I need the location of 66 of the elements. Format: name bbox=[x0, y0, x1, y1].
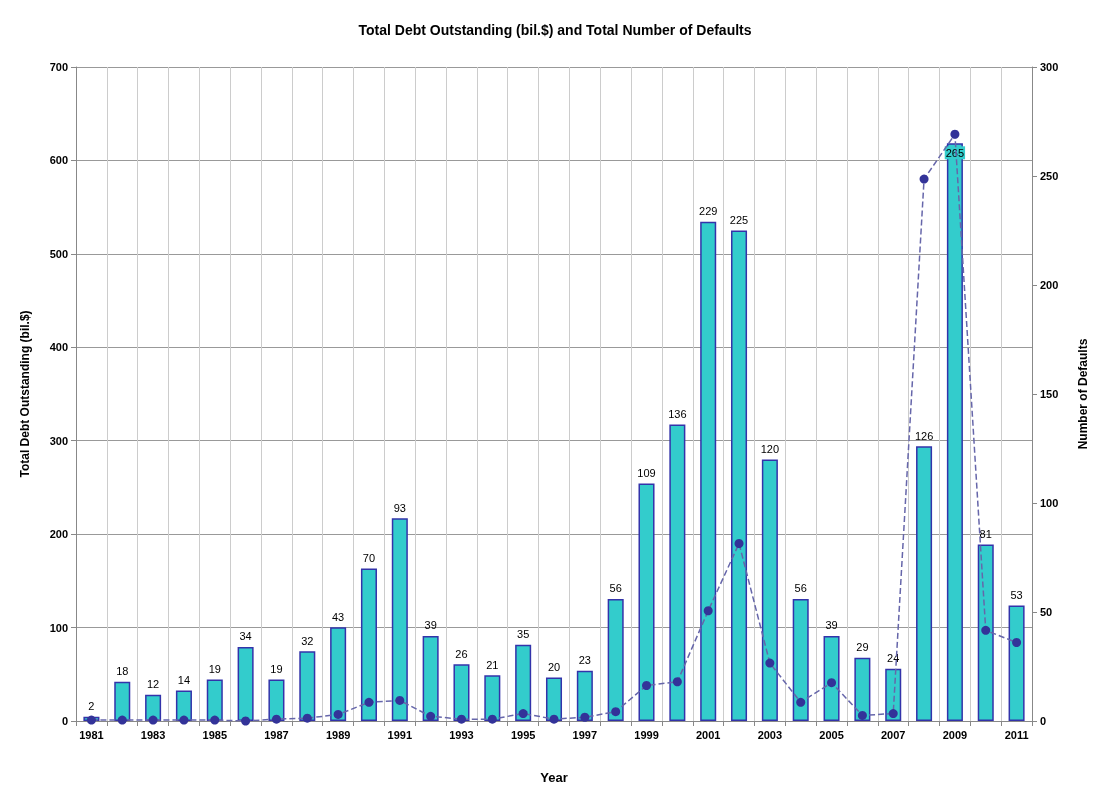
data-label: 19 bbox=[208, 663, 221, 676]
y-tick-label: 0 bbox=[61, 715, 68, 727]
data-label: 70 bbox=[362, 551, 376, 564]
data-label: 136 bbox=[668, 408, 687, 421]
x-tick-label: 1989 bbox=[325, 728, 351, 741]
data-label: 35 bbox=[517, 628, 530, 641]
data-label: 43 bbox=[332, 610, 345, 623]
x-tick-label: 1987 bbox=[264, 728, 289, 741]
data-label: 81 bbox=[979, 527, 992, 540]
x-tick-label: 2001 bbox=[695, 728, 721, 741]
data-label: 126 bbox=[914, 429, 934, 442]
data-label: 56 bbox=[794, 582, 807, 595]
x-tick-label: 1983 bbox=[140, 728, 166, 741]
data-label: 23 bbox=[578, 654, 591, 667]
chart-title: Total Debt Outstanding (bil.$) and Total Number of Defaults bbox=[358, 22, 752, 38]
y2-tick-label: 250 bbox=[1040, 170, 1059, 182]
y-tick-label: 600 bbox=[49, 154, 68, 167]
data-label: 229 bbox=[699, 205, 718, 218]
data-label: 34 bbox=[239, 630, 252, 643]
data-label: 18 bbox=[116, 665, 129, 678]
data-label: 19 bbox=[270, 663, 283, 676]
y-tick-label: 700 bbox=[49, 61, 68, 73]
y2-tick-label: 50 bbox=[1040, 606, 1053, 618]
data-label: 24 bbox=[887, 652, 900, 665]
data-label: 93 bbox=[393, 501, 406, 514]
data-label: 56 bbox=[609, 582, 622, 595]
x-tick-label: 2007 bbox=[880, 728, 906, 741]
data-label: 265 bbox=[945, 146, 965, 159]
data-label: 26 bbox=[455, 647, 468, 660]
y2-tick-label: 300 bbox=[1040, 61, 1059, 73]
data-label: 53 bbox=[1010, 588, 1023, 601]
x-axis-title: Year bbox=[540, 770, 568, 785]
data-label: 109 bbox=[637, 466, 656, 479]
y-tick-label: 300 bbox=[49, 434, 68, 447]
x-tick-label: 1995 bbox=[510, 728, 536, 741]
y2-axis-title: Number of Defaults bbox=[1076, 338, 1090, 450]
x-tick-label: 1993 bbox=[449, 728, 474, 741]
x-tick-label: 1985 bbox=[202, 728, 228, 741]
x-tick-label: 1997 bbox=[572, 728, 598, 741]
x-tick-label: 1991 bbox=[387, 728, 413, 741]
data-label: 120 bbox=[760, 442, 780, 455]
data-label: 39 bbox=[424, 619, 437, 632]
y2-tick-label: 150 bbox=[1040, 388, 1059, 400]
data-label: 32 bbox=[301, 634, 314, 647]
data-label: 2 bbox=[88, 700, 95, 713]
y2-tick-label: 200 bbox=[1040, 279, 1059, 291]
y-tick-label: 100 bbox=[49, 621, 68, 634]
x-tick-label: 1999 bbox=[634, 728, 659, 741]
x-tick-label: 2011 bbox=[1004, 728, 1029, 741]
data-label: 225 bbox=[729, 214, 749, 226]
y-tick-label: 500 bbox=[49, 247, 68, 260]
y-axis-title: Total Debt Outstanding (bil.$) bbox=[18, 310, 32, 478]
x-tick-label: 1981 bbox=[79, 728, 104, 741]
x-tick-label: 2005 bbox=[819, 728, 844, 741]
data-label: 14 bbox=[177, 673, 191, 686]
data-label: 39 bbox=[825, 619, 838, 632]
y2-tick-label: 100 bbox=[1040, 497, 1059, 509]
data-label: 29 bbox=[856, 641, 869, 654]
data-label: 12 bbox=[146, 678, 160, 691]
y-tick-label: 200 bbox=[49, 528, 68, 541]
data-label: 20 bbox=[547, 660, 561, 673]
x-tick-label: 2009 bbox=[942, 728, 968, 741]
y-tick-label: 400 bbox=[49, 341, 68, 354]
x-tick-label: 2003 bbox=[757, 728, 783, 741]
data-label: 21 bbox=[486, 658, 499, 671]
y2-tick-label: 0 bbox=[1040, 715, 1047, 727]
